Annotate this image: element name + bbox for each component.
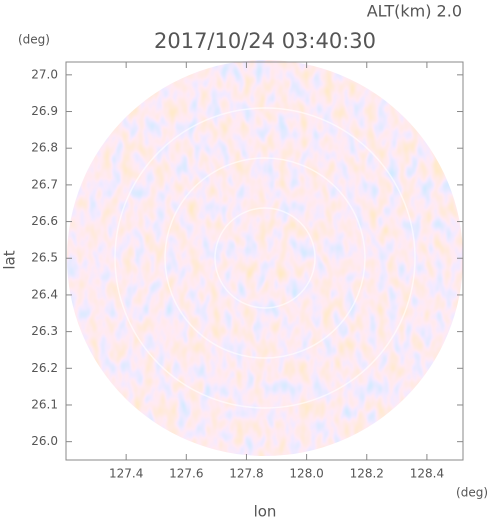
y-tick-label: 26.3 <box>31 324 58 338</box>
y-axis-title: lat <box>1 250 19 269</box>
y-tick-label: 26.4 <box>31 287 58 301</box>
altitude-label: ALT(km) 2.0 <box>367 2 462 21</box>
y-tick-label: 26.7 <box>31 177 58 191</box>
plot-frame <box>65 61 464 461</box>
y-tick-label: 26.0 <box>31 434 58 448</box>
x-tick-label: 127.8 <box>229 467 263 481</box>
y-tick-label: 27.0 <box>31 67 58 81</box>
y-tick-label: 26.5 <box>31 251 58 265</box>
x-tick-label: 128.0 <box>289 467 323 481</box>
x-tick-label: 127.4 <box>109 467 143 481</box>
radar-image <box>67 60 463 456</box>
y-tick-label: 26.9 <box>31 104 58 118</box>
x-tick-label: 128.2 <box>350 467 384 481</box>
y-tick-label: 26.8 <box>31 141 58 155</box>
y-tick-label: 26.2 <box>31 361 58 375</box>
y-tick-label: 26.6 <box>31 214 58 228</box>
y-tick-label: 26.1 <box>31 397 58 411</box>
x-tick-label: 128.4 <box>410 467 444 481</box>
y-unit: (deg) <box>18 33 50 47</box>
x-unit: (deg) <box>456 486 488 500</box>
x-axis-title: lon <box>254 503 277 521</box>
chart-title: 2017/10/24 03:40:30 <box>154 29 376 53</box>
x-tick-label: 127.6 <box>169 467 203 481</box>
